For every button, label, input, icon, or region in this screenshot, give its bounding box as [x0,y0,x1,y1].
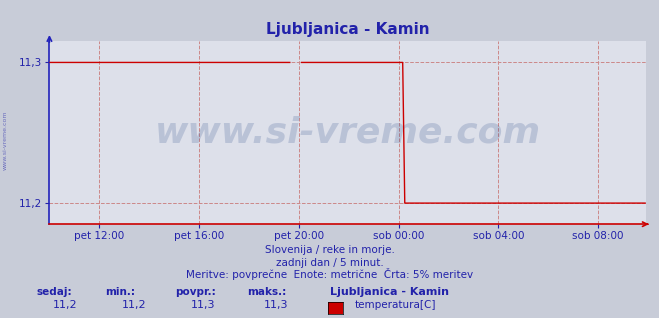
Text: Slovenija / reke in morje.: Slovenija / reke in morje. [264,245,395,255]
Text: 11,3: 11,3 [191,301,215,310]
Text: maks.:: maks.: [247,287,287,297]
Title: Ljubljanica - Kamin: Ljubljanica - Kamin [266,22,430,38]
Text: 11,2: 11,2 [53,301,77,310]
Text: sedaj:: sedaj: [36,287,72,297]
Text: 11,3: 11,3 [264,301,288,310]
Text: povpr.:: povpr.: [175,287,215,297]
Text: www.si-vreme.com: www.si-vreme.com [155,116,540,150]
Text: zadnji dan / 5 minut.: zadnji dan / 5 minut. [275,258,384,267]
Text: temperatura[C]: temperatura[C] [355,301,436,310]
Text: 11,2: 11,2 [122,301,146,310]
Text: min.:: min.: [105,287,136,297]
Text: www.si-vreme.com: www.si-vreme.com [3,110,8,170]
Text: Meritve: povprečne  Enote: metrične  Črta: 5% meritev: Meritve: povprečne Enote: metrične Črta:… [186,268,473,280]
Text: Ljubljanica - Kamin: Ljubljanica - Kamin [330,287,449,297]
